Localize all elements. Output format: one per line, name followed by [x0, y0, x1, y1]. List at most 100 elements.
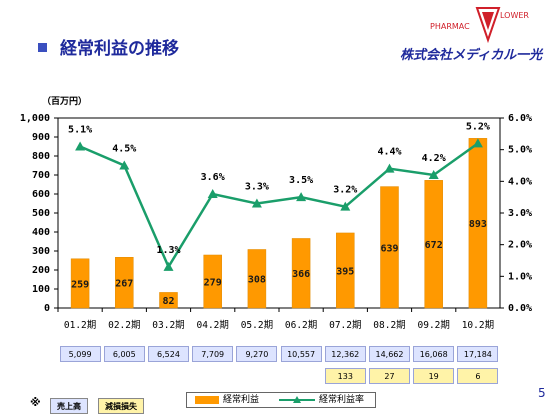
profit-rate-label: 4.4%: [377, 147, 401, 158]
y-left-tick-label: 700: [32, 170, 50, 181]
page-number: 5: [538, 386, 546, 400]
profit-bar-label: 672: [425, 240, 443, 251]
y-left-tick-label: 300: [32, 246, 50, 257]
profit-rate-point: [472, 138, 483, 148]
title-bullet-icon: [38, 43, 47, 52]
profit-bar: [159, 292, 178, 309]
company-name: 株式会社メディカル一光: [400, 48, 543, 63]
profit-rate-label: 5.1%: [68, 125, 92, 136]
company-logo-icon: [475, 7, 501, 44]
profit-bar: [424, 180, 443, 309]
note-sales-label: 売上高: [50, 398, 88, 414]
loss-cell: 27: [368, 368, 411, 384]
sales-cell: 7,709: [192, 346, 234, 362]
y-left-tick-label: 600: [32, 189, 50, 200]
profit-bar: [380, 186, 399, 309]
sales-cell: 16,068: [413, 346, 455, 362]
x-tick-label: 07.2期: [329, 320, 361, 331]
profit-bar-label: 259: [71, 279, 89, 290]
y-left-tick-label: 800: [32, 151, 50, 162]
profit-bar-label: 366: [292, 269, 310, 280]
profit-bar-label: 893: [469, 219, 487, 230]
sales-cell: 9,270: [236, 346, 278, 362]
profit-rate-point: [207, 189, 218, 198]
y-right-tick-label: 1.0%: [508, 271, 532, 282]
profit-bar: [115, 257, 134, 309]
logo-text-right: LOWER: [500, 11, 529, 20]
y-left-tick-label: 900: [32, 132, 50, 143]
x-tick-label: 08.2期: [373, 320, 405, 331]
profit-rate-point: [119, 160, 130, 170]
profit-rate-label: 5.2%: [466, 121, 490, 132]
y-left-tick-label: 1,000: [20, 113, 50, 124]
x-tick-label: 03.2期: [152, 320, 184, 331]
sales-cell: 12,362: [324, 346, 366, 362]
x-tick-label: 09.2期: [418, 320, 450, 331]
loss-cell: 19: [413, 368, 455, 384]
profit-rate-line: [79, 142, 479, 270]
legend-line-label: 経常利益率: [319, 395, 365, 405]
y-right-tick-label: 4.0%: [508, 176, 532, 187]
y-left-tick-label: 0: [44, 303, 50, 314]
profit-bar: [70, 258, 90, 309]
profit-rate-label: 3.5%: [289, 175, 313, 186]
y-right-tick-label: 5.0%: [508, 145, 532, 156]
sales-cell: 14,662: [368, 346, 411, 362]
profit-rate-label: 1.3%: [156, 245, 180, 256]
profit-rate-point: [75, 141, 86, 151]
loss-cell: 133: [324, 368, 366, 384]
profit-bar-label: 308: [248, 275, 266, 286]
profit-bar: [247, 249, 267, 309]
profit-rate-label: 3.3%: [245, 182, 269, 193]
legend-line-swatch: [279, 396, 315, 403]
y-left-unit-label: （百万円）: [42, 96, 87, 107]
legend-bar-label: 経常利益: [223, 395, 260, 405]
sales-cell: 17,184: [457, 346, 499, 362]
profit-bar-label: 82: [162, 296, 174, 307]
profit-bar-label: 279: [204, 277, 222, 288]
y-left-tick-label: 200: [32, 265, 50, 276]
profit-rate-point: [163, 261, 174, 271]
sales-cell: 6,524: [147, 346, 190, 362]
profit-bar-label: 267: [115, 279, 133, 290]
profit-bar: [336, 232, 355, 309]
sales-cell: 10,557: [280, 346, 322, 362]
profit-rate-label: 3.2%: [333, 185, 357, 196]
y-left-tick-label: 100: [32, 284, 50, 295]
chart-legend: 経常利益 経常利益率: [186, 392, 376, 408]
x-tick-label: 02.2期: [108, 320, 140, 331]
y-right-tick-label: 6.0%: [508, 113, 532, 124]
x-tick-label: 04.2期: [197, 320, 229, 331]
y-right-tick-label: 0.0%: [508, 303, 532, 314]
x-tick-label: 01.2期: [64, 320, 96, 331]
y-left-tick-label: 400: [32, 227, 50, 238]
x-tick-label: 10.2期: [462, 320, 494, 331]
logo-text-left: PHARMAC: [430, 22, 470, 31]
loss-cell: 6: [457, 368, 499, 384]
y-right-tick-label: 3.0%: [508, 208, 532, 219]
profit-rate-point: [384, 163, 395, 173]
sales-cell: 5,099: [59, 346, 101, 362]
note-loss-label: 減損損失: [98, 398, 144, 414]
x-tick-label: 06.2期: [285, 320, 317, 331]
profit-rate-label: 4.5%: [112, 144, 136, 155]
profit-rate-point: [340, 201, 351, 211]
x-tick-label: 05.2期: [241, 320, 273, 331]
page-title: 経常利益の推移: [60, 39, 179, 59]
profit-bar: [291, 238, 311, 309]
sales-cell: 6,005: [103, 346, 145, 362]
profit-rate-point: [251, 198, 262, 208]
note-mark: ※: [30, 396, 41, 409]
profit-rate-label: 3.6%: [201, 172, 225, 183]
profit-rate-point: [428, 170, 439, 179]
y-left-tick-label: 500: [32, 208, 50, 219]
profit-rate-point: [296, 192, 307, 202]
profit-bar-label: 395: [336, 266, 354, 277]
legend-bar-swatch: [195, 396, 219, 404]
y-right-tick-label: 2.0%: [508, 240, 532, 251]
profit-bar: [468, 138, 488, 309]
profit-bar: [203, 254, 222, 309]
profit-rate-label: 4.2%: [422, 153, 446, 164]
profit-bar-label: 639: [380, 243, 398, 254]
